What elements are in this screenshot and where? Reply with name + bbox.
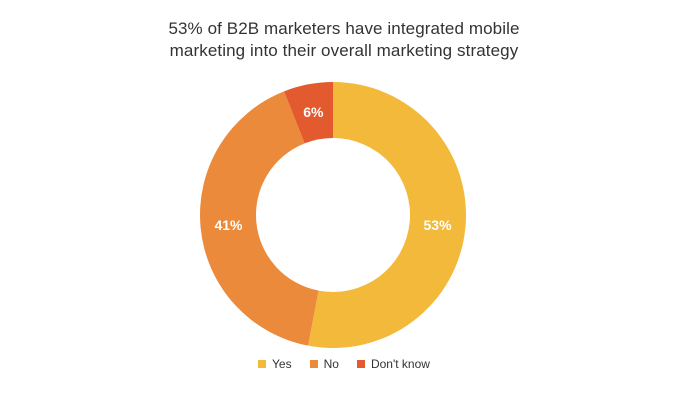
chart-title: 53% of B2B marketers have integrated mob… [0, 18, 688, 62]
legend: Yes No Don't know [0, 357, 688, 371]
slice-label-no: 41% [214, 217, 243, 233]
legend-item-dont-know: Don't know [356, 357, 430, 371]
legend-swatch-no [309, 360, 318, 368]
slice-no [200, 91, 319, 346]
chart-title-line-2: marketing into their overall marketing s… [169, 41, 519, 60]
chart-title-line-1: 53% of B2B marketers have integrated mob… [168, 19, 520, 38]
slice-label-yes: 53% [424, 217, 453, 233]
legend-label-no: No [323, 357, 339, 371]
legend-swatch-dont-know [356, 360, 365, 368]
legend-label-dont-know: Don't know [370, 357, 430, 371]
slice-label-dont-know: 6% [303, 104, 324, 120]
slice-yes [308, 82, 466, 348]
legend-label-yes: Yes [272, 357, 292, 371]
legend-item-no: No [309, 357, 339, 371]
legend-swatch-yes [258, 360, 267, 368]
legend-item-yes: Yes [258, 357, 292, 371]
slice-dont-know [284, 82, 333, 144]
